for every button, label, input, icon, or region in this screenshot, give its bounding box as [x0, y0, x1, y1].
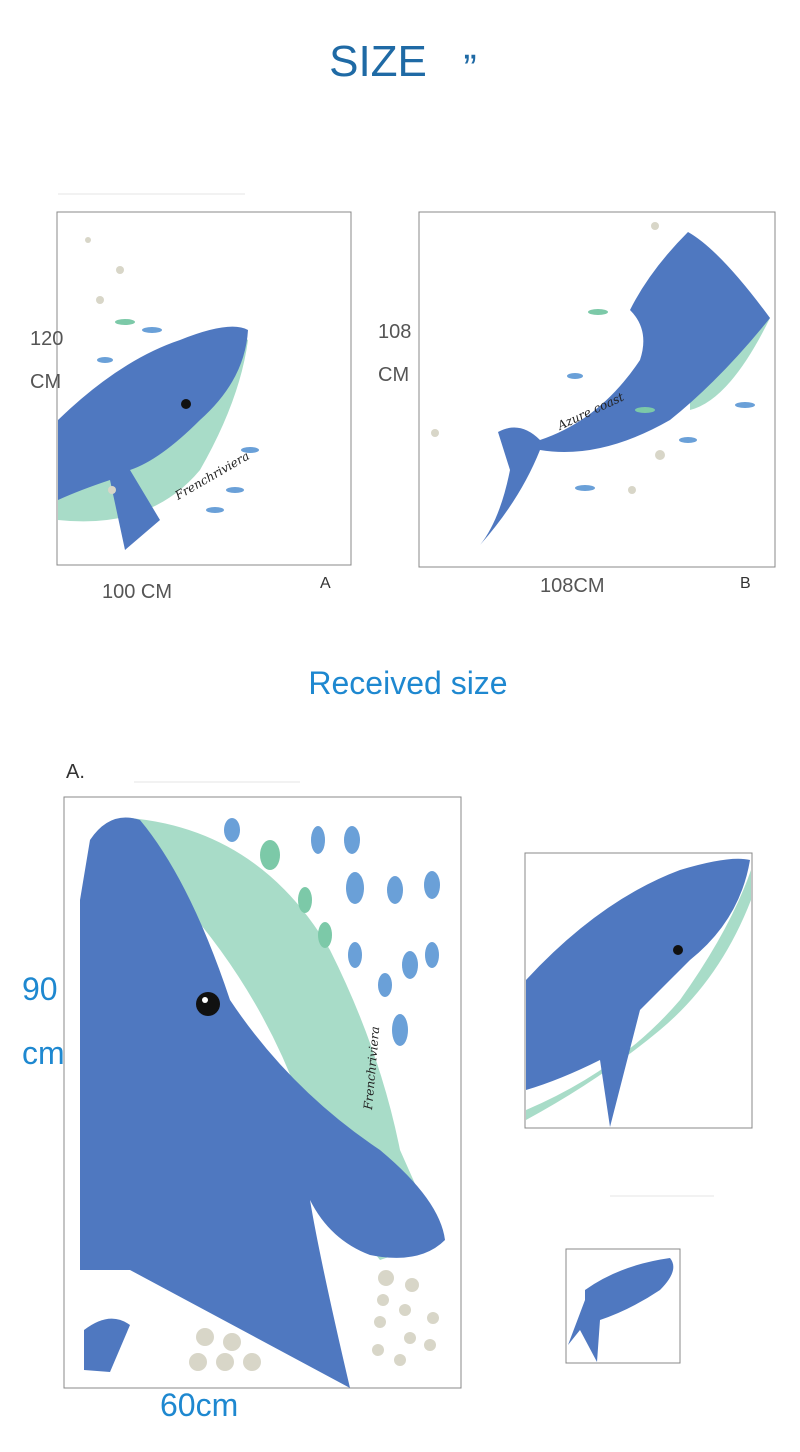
height-unit: cm: [22, 1035, 65, 1071]
whale-illustration: [526, 858, 751, 1127]
panel-frame: [418, 211, 776, 568]
panel-frame: [524, 852, 753, 1129]
panel-label: B: [740, 575, 751, 592]
title: SIZE: [329, 37, 427, 86]
height-unit: CM: [30, 371, 61, 393]
height-label: 120: [30, 328, 63, 350]
height-label: 108: [378, 321, 411, 343]
width-label: 100 CM: [102, 581, 172, 603]
panel-frame: [56, 211, 352, 566]
panel-label: A: [320, 575, 331, 592]
quote-mark: ”: [463, 47, 476, 91]
panel-frame: [63, 796, 462, 1389]
section-title: Received size: [308, 665, 507, 701]
fish-illustration: [568, 1258, 674, 1362]
height-label: 90: [22, 971, 58, 1007]
width-label: 108CM: [540, 575, 604, 597]
panel-frame: [565, 1248, 681, 1364]
panel-label: A.: [66, 761, 85, 783]
whale-illustration: [80, 817, 445, 1388]
whale-illustration: [431, 222, 770, 545]
width-label: 60cm: [160, 1387, 238, 1423]
height-unit: CM: [378, 364, 409, 386]
whale-illustration: [58, 237, 259, 550]
